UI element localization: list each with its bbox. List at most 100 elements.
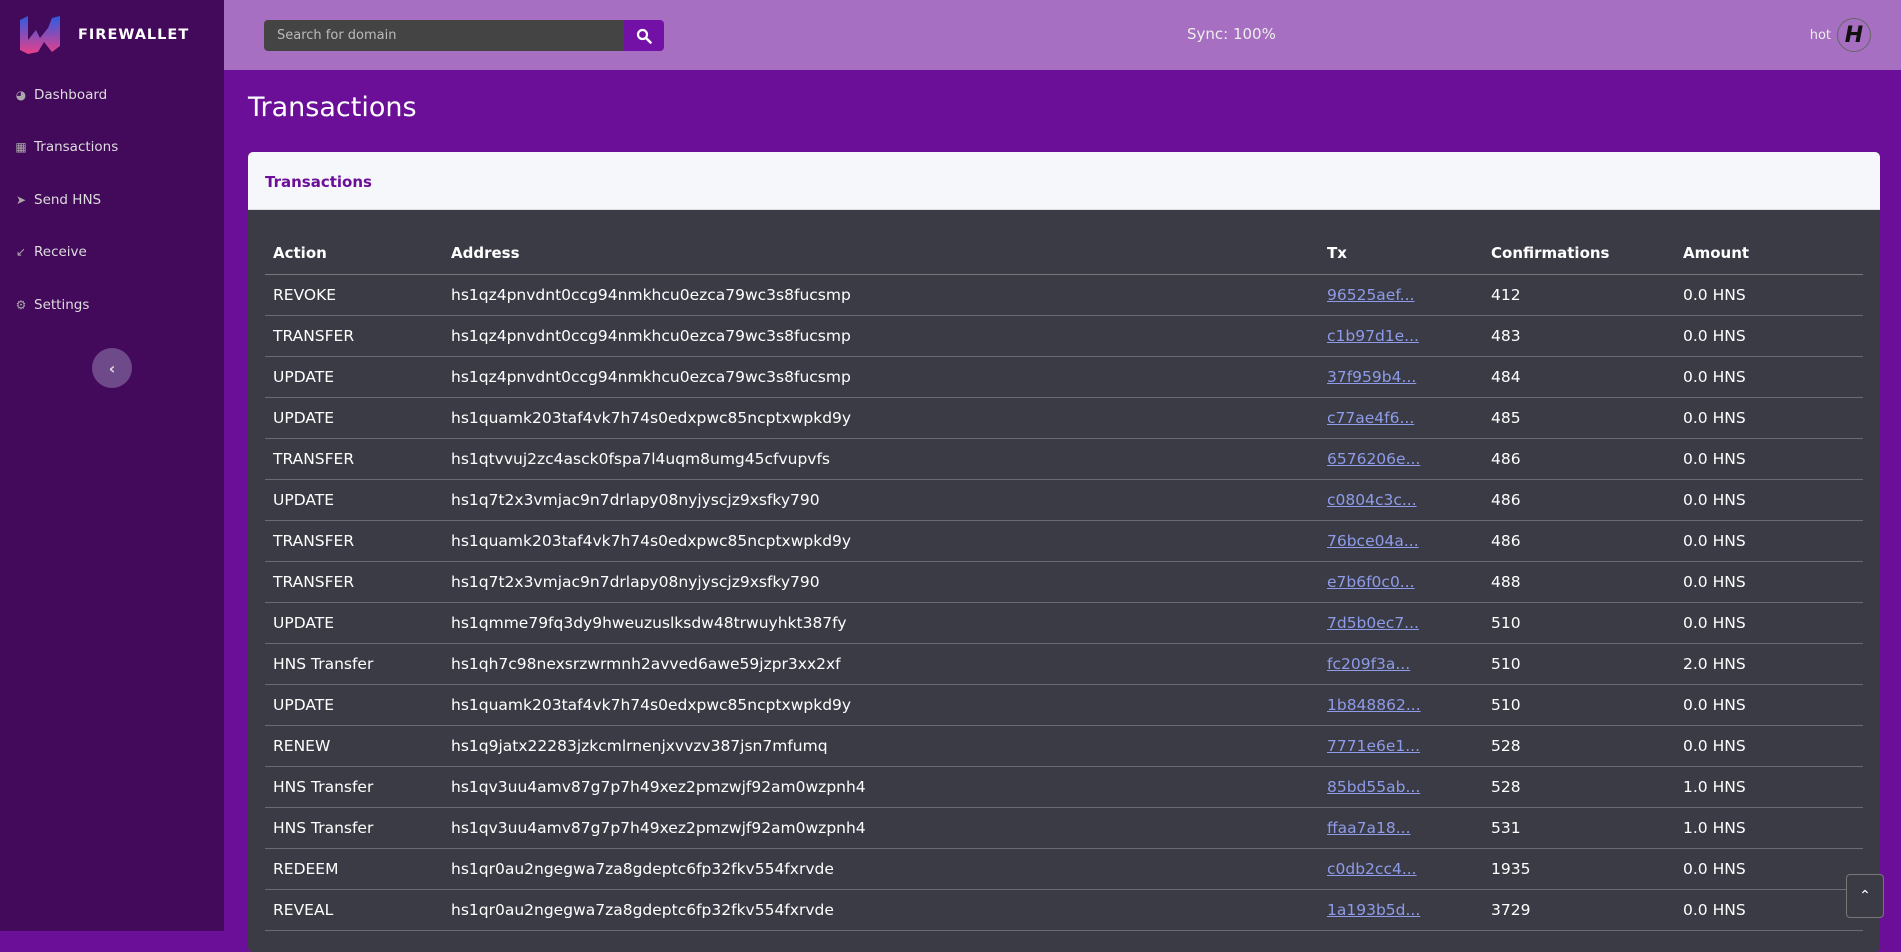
cell-amount: 1.0 HNS — [1675, 807, 1863, 849]
cell-action: UPDATE — [265, 356, 443, 398]
table-icon: ▦ — [15, 140, 27, 154]
sidebar-item-label: Send HNS — [34, 192, 102, 208]
table-row: REVOKE hs1qz4pnvdnt0ccg94nmkhcu0ezca79wc3… — [265, 274, 1863, 316]
search-bar — [264, 20, 664, 51]
cell-confirmations: 510 — [1483, 684, 1675, 726]
table-row: RENEW hs1q9jatx22283jzkcmlrnenjxvvzv387js… — [265, 725, 1863, 767]
tx-link[interactable]: 37f959b4... — [1327, 367, 1417, 386]
cell-amount: 0.0 HNS — [1675, 438, 1863, 480]
cell-amount: 1.0 HNS — [1675, 766, 1863, 808]
table-row: HNS Transfer hs1qh7c98nexsrzwrmnh2avved6a… — [265, 643, 1863, 685]
cell-address: hs1qr0au2ngegwa7za8gdeptc6fp32fkv554fxrv… — [443, 889, 1319, 931]
cell-address: hs1qmme79fq3dy9hweuzuslksdw48trwuyhkt387… — [443, 602, 1319, 644]
cell-confirmations: 531 — [1483, 807, 1675, 849]
table-row: TRANSFER hs1qz4pnvdnt0ccg94nmkhcu0ezca79w… — [265, 315, 1863, 357]
sidebar-item-send-hns[interactable]: ➤ Send HNS — [14, 192, 101, 208]
wallet-name: hot — [1809, 27, 1831, 43]
column-header-confirmations: Confirmations — [1483, 232, 1675, 275]
tx-link[interactable]: e7b6f0c0... — [1327, 572, 1415, 591]
sidebar-item-dashboard[interactable]: ◕ Dashboard — [14, 87, 108, 103]
tx-link[interactable]: 85bd55ab... — [1327, 777, 1421, 796]
sync-status: Sync: 100% — [1187, 25, 1276, 43]
cell-amount: 0.0 HNS — [1675, 356, 1863, 398]
search-input[interactable] — [264, 20, 624, 51]
cell-tx: 37f959b4... — [1319, 356, 1483, 398]
cell-tx: e7b6f0c0... — [1319, 561, 1483, 603]
sidebar-item-settings[interactable]: ⚙ Settings — [14, 297, 90, 313]
tx-link[interactable]: 76bce04a... — [1327, 531, 1419, 550]
cell-address: hs1qh7c98nexsrzwrmnh2avved6awe59jzpr3xx2… — [443, 643, 1319, 685]
tx-link[interactable]: 96525aef... — [1327, 285, 1415, 304]
dashboard-icon: ◕ — [15, 88, 27, 102]
cell-action: HNS Transfer — [265, 807, 443, 849]
sidebar-item-receive[interactable]: ↙ Receive — [14, 244, 87, 260]
tx-link[interactable]: ffaa7a18... — [1327, 818, 1411, 837]
cell-address: hs1quamk203taf4vk7h74s0edxpwc85ncptxwpkd… — [443, 520, 1319, 562]
tx-link[interactable]: c77ae4f6... — [1327, 408, 1415, 427]
tx-link[interactable]: 7771e6e1... — [1327, 736, 1421, 755]
tx-link[interactable]: c0804c3c... — [1327, 490, 1417, 509]
tx-link[interactable]: fc209f3a... — [1327, 654, 1411, 673]
tx-link[interactable]: c1b97d1e... — [1327, 326, 1419, 345]
scroll-to-top-button[interactable]: ⌃ — [1846, 874, 1884, 918]
table-row: TRANSFER hs1qtvvuj2zc4asck0fspa7l4uqm8umg… — [265, 438, 1863, 480]
cell-tx: 6576206e... — [1319, 438, 1483, 480]
avatar[interactable]: H — [1837, 18, 1871, 52]
cell-confirmations: 488 — [1483, 561, 1675, 603]
cell-action: HNS Transfer — [265, 643, 443, 685]
table-row: UPDATE hs1q7t2x3vmjac9n7drlapy08nyjyscjz9… — [265, 479, 1863, 521]
cell-address: hs1quamk203taf4vk7h74s0edxpwc85ncptxwpkd… — [443, 684, 1319, 726]
cell-action: UPDATE — [265, 602, 443, 644]
cell-tx: 1b848862... — [1319, 684, 1483, 726]
table-row: UPDATE hs1quamk203taf4vk7h74s0edxpwc85ncp… — [265, 397, 1863, 439]
cell-action: TRANSFER — [265, 315, 443, 357]
cell-confirmations: 1935 — [1483, 848, 1675, 890]
tx-link[interactable]: 6576206e... — [1327, 449, 1421, 468]
cell-amount: 0.0 HNS — [1675, 684, 1863, 726]
wallet-menu[interactable]: hot H — [1810, 18, 1871, 52]
search-button[interactable] — [624, 20, 664, 51]
chevron-up-icon: ⌃ — [1859, 888, 1871, 904]
table-header-row: Action Address Tx Confirmations Amount — [265, 232, 1863, 275]
cell-address: hs1qz4pnvdnt0ccg94nmkhcu0ezca79wc3s8fucs… — [443, 315, 1319, 357]
table-row: UPDATE hs1quamk203taf4vk7h74s0edxpwc85ncp… — [265, 684, 1863, 726]
brand[interactable]: FIREWALLET — [18, 16, 189, 54]
cell-amount: 0.0 HNS — [1675, 397, 1863, 439]
cell-confirmations: 483 — [1483, 315, 1675, 357]
cell-amount: 0.0 HNS — [1675, 561, 1863, 603]
cell-tx: c77ae4f6... — [1319, 397, 1483, 439]
table-row: TRANSFER hs1q7t2x3vmjac9n7drlapy08nyjyscj… — [265, 561, 1863, 603]
cell-address: hs1qtvvuj2zc4asck0fspa7l4uqm8umg45cfvupv… — [443, 438, 1319, 480]
cell-tx: 7d5b0ec7... — [1319, 602, 1483, 644]
cell-action: REVEAL — [265, 889, 443, 931]
cell-tx: c0804c3c... — [1319, 479, 1483, 521]
sidebar-item-transactions[interactable]: ▦ Transactions — [14, 139, 118, 155]
cell-amount: 0.0 HNS — [1675, 315, 1863, 357]
table-row: HNS Transfer hs1qv3uu4amv87g7p7h49xez2pmz… — [265, 807, 1863, 849]
cell-address: hs1qz4pnvdnt0ccg94nmkhcu0ezca79wc3s8fucs… — [443, 274, 1319, 316]
transactions-table: Action Address Tx Confirmations Amount R… — [265, 232, 1863, 931]
cell-tx: 7771e6e1... — [1319, 725, 1483, 767]
sidebar-item-label: Receive — [34, 244, 87, 260]
column-header-action: Action — [265, 232, 443, 275]
table-row: UPDATE hs1qmme79fq3dy9hweuzuslksdw48trwuy… — [265, 602, 1863, 644]
cell-tx: ffaa7a18... — [1319, 807, 1483, 849]
sidebar-collapse-button[interactable]: ‹ — [92, 348, 132, 388]
tx-link[interactable]: 1a193b5d... — [1327, 900, 1421, 919]
column-header-amount: Amount — [1675, 232, 1863, 275]
sidebar-item-label: Transactions — [34, 139, 119, 155]
table-row: REDEEM hs1qr0au2ngegwa7za8gdeptc6fp32fkv5… — [265, 848, 1863, 890]
tx-link[interactable]: c0db2cc4... — [1327, 859, 1417, 878]
cell-address: hs1q9jatx22283jzkcmlrnenjxvvzv387jsn7mfu… — [443, 725, 1319, 767]
cell-address: hs1q7t2x3vmjac9n7drlapy08nyjyscjz9xsfky7… — [443, 479, 1319, 521]
cell-tx: 76bce04a... — [1319, 520, 1483, 562]
tx-link[interactable]: 1b848862... — [1327, 695, 1421, 714]
cell-tx: 85bd55ab... — [1319, 766, 1483, 808]
cell-tx: c0db2cc4... — [1319, 848, 1483, 890]
cell-amount: 0.0 HNS — [1675, 725, 1863, 767]
cell-tx: 96525aef... — [1319, 274, 1483, 316]
tx-link[interactable]: 7d5b0ec7... — [1327, 613, 1419, 632]
card-title: Transactions — [248, 152, 1880, 210]
chevron-left-icon: ‹ — [108, 358, 116, 378]
table-row: HNS Transfer hs1qv3uu4amv87g7p7h49xez2pmz… — [265, 766, 1863, 808]
